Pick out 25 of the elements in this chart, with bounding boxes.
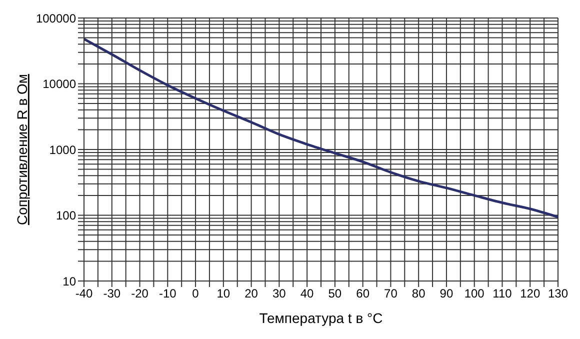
x-tick-label: 40 <box>300 286 314 301</box>
x-tick-label: 90 <box>440 286 454 301</box>
x-tick-label: 0 <box>192 286 200 301</box>
y-tick-label: 1000 <box>49 142 76 157</box>
x-tick-label: 130 <box>548 286 568 301</box>
x-axis-title: Температура t в °C <box>259 310 383 326</box>
x-tick-label: -30 <box>103 286 121 301</box>
x-tick-label: 20 <box>244 286 258 301</box>
y-tick-label: 100000 <box>36 11 76 26</box>
x-tick-label: 70 <box>384 286 398 301</box>
x-tick-label: 80 <box>412 286 426 301</box>
y-tick-label: 10000 <box>42 77 76 92</box>
x-tick-label: -10 <box>158 286 177 301</box>
x-tick-label: -40 <box>75 286 93 301</box>
x-tick-label: 110 <box>492 286 512 301</box>
y-axis-title: Сопротивление R в Ом <box>14 74 30 226</box>
x-tick-label: -20 <box>131 286 149 301</box>
x-tick-label: 100 <box>464 286 485 301</box>
x-tick-label: 30 <box>272 286 286 301</box>
y-tick-label: 100 <box>56 208 76 223</box>
x-tick-label: 120 <box>520 286 540 301</box>
x-tick-label: 50 <box>328 286 342 301</box>
x-tick-label: 60 <box>356 286 370 301</box>
x-tick-label: 10 <box>216 286 230 301</box>
y-tick-label: 10 <box>62 274 76 288</box>
